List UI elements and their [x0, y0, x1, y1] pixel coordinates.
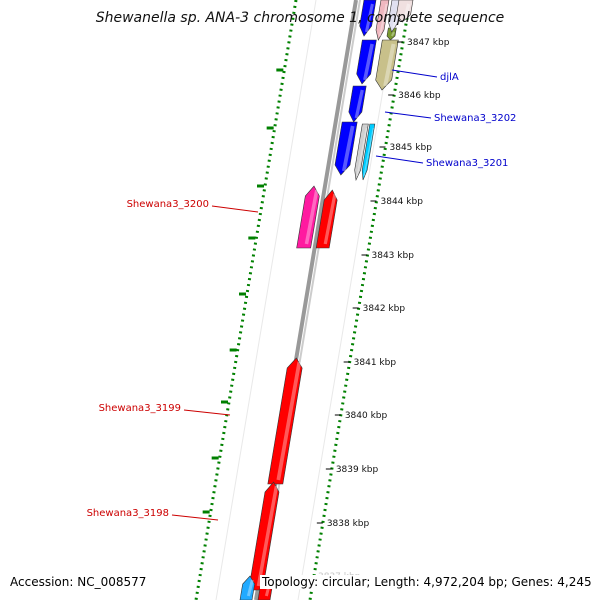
- gene-block-green: [386, 27, 397, 41]
- tick-label: 3839 kbp: [336, 465, 379, 475]
- gc-ring-inner: [194, 0, 298, 600]
- gene-arrow-reverse: [267, 357, 303, 485]
- inner-guide: [297, 0, 399, 600]
- gene-label-leader: [171, 514, 219, 521]
- gene-arrow-forward-shade: [341, 125, 355, 172]
- gene-block-pale-shade: [403, 3, 411, 19]
- tick-label: 3840 kbp: [345, 411, 388, 421]
- map-title: Shewanella sp. ANA-3 chromosome 1, compl…: [95, 10, 505, 26]
- gene-arrow-reverse-cyan-shade: [246, 579, 254, 597]
- gene-arrow-reverse-cyan: [239, 575, 255, 600]
- gene-label-layer: djlA Shewana3_3202 Shewana3_3201 Shewana3_3…: [87, 69, 516, 521]
- gene-arrow-reverse-shade: [256, 485, 279, 587]
- topology-text: Topology: circular; Length: 4,972,204 bp…: [260, 575, 594, 589]
- gene-label: djlA: [440, 72, 459, 83]
- gene-block-cyan-shade: [363, 127, 374, 177]
- gene-label: Shewana3_3200: [127, 199, 209, 210]
- gc-ring-layer: [194, 0, 412, 600]
- gene-arrow-forward: [348, 85, 367, 123]
- gene-arrow-forward-shade: [364, 3, 374, 33]
- gene-arrow-reverse-magenta-shade: [304, 189, 319, 245]
- tick-layer: 3847 kbp 3846 kbp 3845 kbp 3844 kbp 3843 kbp…: [308, 38, 450, 582]
- gene-block-grey: [354, 123, 369, 182]
- gene-block-pink-shade: [378, 3, 388, 37]
- gene-label-leader: [384, 111, 432, 119]
- tick-label: 3843 kbp: [372, 251, 415, 261]
- accession-text: Accession: NC_008577: [8, 575, 149, 589]
- tick-label: 3844 kbp: [381, 197, 424, 207]
- inner-guide: [215, 0, 317, 600]
- gene-arrow-forward-shade: [363, 43, 374, 81]
- gene-arrow-forward: [359, 0, 377, 37]
- gene-block-cyan: [361, 123, 376, 181]
- gene-arrow-forward: [334, 121, 358, 176]
- gene-arrow-forward: [356, 39, 377, 85]
- tick-label: 3842 kbp: [363, 304, 406, 314]
- gene-arrow-reverse: [315, 189, 338, 249]
- gene-label: Shewana3_3198: [87, 508, 169, 519]
- gene-block-tan-shade: [383, 43, 396, 87]
- gene-arrow-forward-shade: [354, 89, 364, 119]
- gene-label: Shewana3_3202: [434, 113, 516, 124]
- gene-label-leader: [211, 205, 259, 213]
- gene-label-leader: [183, 409, 231, 416]
- backbone-layer: [215, 0, 399, 600]
- tick-label: 3841 kbp: [354, 358, 397, 368]
- gene-block-grey-shade: [356, 127, 368, 177]
- gene-arrow-reverse-magenta: [296, 185, 320, 249]
- gene-label: Shewana3_3201: [426, 158, 508, 169]
- feature-layer: [239, 0, 414, 600]
- gene-arrow-reverse-shade: [323, 193, 337, 245]
- gene-label-leader: [391, 69, 438, 78]
- gene-arrow-reverse-shade: [276, 361, 302, 481]
- gene-block-pink: [375, 0, 390, 41]
- tick-label: 3845 kbp: [390, 143, 433, 153]
- gene-label: Shewana3_3199: [99, 403, 181, 414]
- gene-block-green-shade: [391, 31, 395, 37]
- gene-block-tan: [375, 39, 399, 91]
- tick-label: 3838 kbp: [327, 519, 370, 529]
- tick-label: 3847 kbp: [407, 38, 450, 48]
- gene-label-leader: [375, 155, 424, 164]
- gene-block-pale: [396, 0, 414, 23]
- tick-label: 3846 kbp: [398, 91, 441, 101]
